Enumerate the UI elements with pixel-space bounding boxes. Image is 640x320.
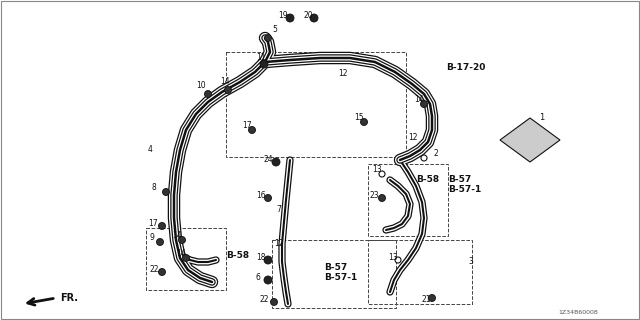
- Text: 23: 23: [370, 191, 380, 201]
- Circle shape: [159, 268, 166, 276]
- Circle shape: [260, 60, 268, 68]
- Circle shape: [272, 158, 280, 166]
- Text: 19: 19: [278, 12, 287, 20]
- Text: B-57-1: B-57-1: [324, 274, 357, 283]
- Text: 3: 3: [468, 258, 473, 267]
- Circle shape: [159, 222, 166, 229]
- Text: 17: 17: [242, 122, 252, 131]
- Text: 20: 20: [304, 12, 314, 20]
- Text: 13: 13: [388, 253, 397, 262]
- Text: 14: 14: [176, 250, 186, 259]
- Text: 22: 22: [150, 266, 159, 275]
- Circle shape: [395, 257, 401, 263]
- Text: 17: 17: [148, 220, 157, 228]
- Circle shape: [286, 14, 294, 22]
- Bar: [368, 164, 448, 236]
- Text: 4: 4: [148, 146, 153, 155]
- Text: 22: 22: [260, 295, 269, 305]
- Text: FR.: FR.: [60, 293, 78, 303]
- Text: 24: 24: [264, 156, 274, 164]
- Text: B-58: B-58: [416, 175, 439, 185]
- Bar: [146, 228, 226, 290]
- Circle shape: [379, 171, 385, 177]
- Circle shape: [157, 238, 163, 245]
- Text: 13: 13: [372, 165, 381, 174]
- Text: B-17-20: B-17-20: [446, 63, 485, 73]
- Bar: [368, 240, 472, 304]
- Circle shape: [182, 254, 189, 261]
- Text: 2: 2: [434, 149, 439, 158]
- Text: 5: 5: [272, 26, 277, 35]
- Circle shape: [205, 91, 211, 98]
- Text: 1: 1: [540, 114, 545, 123]
- Text: B-57: B-57: [448, 175, 471, 185]
- Text: B-57: B-57: [324, 263, 348, 273]
- Circle shape: [271, 299, 278, 306]
- Circle shape: [310, 14, 318, 22]
- Text: 9: 9: [150, 234, 155, 243]
- Text: 14: 14: [172, 231, 182, 241]
- Text: 14: 14: [414, 95, 424, 105]
- Circle shape: [264, 35, 271, 42]
- Circle shape: [248, 126, 255, 133]
- Text: 12: 12: [338, 69, 348, 78]
- Text: 11: 11: [256, 53, 266, 62]
- Circle shape: [429, 294, 435, 301]
- Text: B-57-1: B-57-1: [448, 186, 481, 195]
- Text: 18: 18: [256, 253, 266, 262]
- Circle shape: [264, 276, 272, 284]
- Text: 8: 8: [152, 183, 157, 193]
- Text: 6: 6: [256, 274, 261, 283]
- Bar: [272, 240, 396, 308]
- Circle shape: [421, 155, 427, 161]
- Bar: [226, 52, 406, 157]
- Circle shape: [264, 256, 272, 264]
- Circle shape: [420, 100, 428, 108]
- Text: 7: 7: [276, 205, 281, 214]
- Text: 10: 10: [196, 82, 205, 91]
- Text: 15: 15: [354, 114, 364, 123]
- Polygon shape: [500, 118, 560, 162]
- Text: 1Z34B60008: 1Z34B60008: [558, 309, 598, 315]
- Circle shape: [378, 195, 385, 202]
- Circle shape: [225, 86, 232, 93]
- Text: 14: 14: [220, 77, 230, 86]
- Text: 21: 21: [422, 295, 431, 305]
- Circle shape: [163, 188, 170, 196]
- Circle shape: [179, 236, 186, 244]
- Text: B-58: B-58: [226, 252, 249, 260]
- Circle shape: [264, 195, 271, 202]
- Text: 16: 16: [256, 191, 266, 201]
- Text: 12: 12: [274, 239, 284, 249]
- Circle shape: [360, 118, 367, 125]
- Text: 12: 12: [408, 133, 417, 142]
